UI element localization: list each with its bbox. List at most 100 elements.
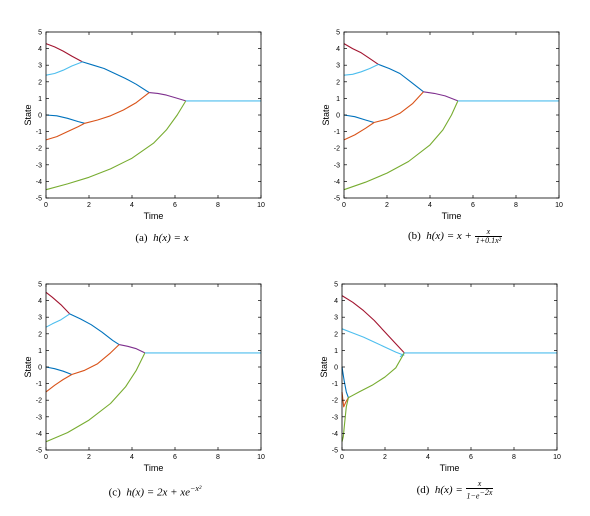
series-line-6 (343, 122, 375, 141)
x-tick-label: 10 (553, 454, 561, 461)
x-axis-label: Time (144, 463, 164, 473)
caption-d-frac-den: 1−e (466, 491, 480, 501)
y-tick-label: -3 (36, 162, 42, 169)
x-tick-label: 0 (44, 454, 48, 461)
y-tick-label: -4 (334, 179, 340, 186)
chart-a: 0 2 4 6 8 10 -5 -4 -3 -2 -1 0 1 2 3 4 5 Time State (23, 30, 265, 222)
series-line-6 (45, 374, 73, 393)
y-tick-label: 1 (38, 348, 42, 355)
caption-b-formula: h(x) = x + (426, 230, 472, 243)
y-tick-label: 5 (38, 282, 42, 289)
series-line-7 (71, 344, 120, 376)
series-line-1 (45, 291, 71, 315)
y-tick-label: -5 (332, 448, 338, 455)
x-tick-label: 0 (44, 202, 48, 209)
series-line-5 (45, 366, 72, 376)
x-tick-label: 4 (428, 202, 432, 209)
y-tick-label: -3 (36, 414, 42, 421)
series-line-5 (45, 114, 85, 124)
chart-panel-b: 0 2 4 6 8 10 -5 -4 -3 -2 -1 0 1 2 3 4 5 Time State (320, 26, 570, 231)
x-axis-label: Time (144, 211, 164, 221)
series-line-2 (343, 63, 379, 76)
plot-frame (45, 31, 262, 199)
series-line-1 (45, 43, 83, 63)
y-axis-label: State (319, 356, 329, 377)
chart-panel-c: 0 2 4 6 8 10 -5 -4 -3 -2 -1 0 1 2 3 4 5 Time State (22, 278, 272, 483)
caption-c-formula: h(x) = 2x + xe (126, 486, 191, 499)
series-group (341, 295, 557, 442)
y-tick-label: -1 (36, 381, 42, 388)
y-tick-label: -2 (334, 146, 340, 153)
y-tick-label: -4 (36, 431, 42, 438)
caption-c-label: (c) (108, 486, 121, 499)
caption-d-frac-num: x (477, 479, 482, 488)
y-tick-label: 5 (334, 282, 338, 289)
y-tick-label: -1 (36, 129, 42, 136)
caption-d-formula: h(x) = (434, 483, 463, 496)
y-tick-label: -3 (334, 162, 340, 169)
x-tick-label: 2 (385, 202, 389, 209)
series-line-4 (341, 366, 349, 398)
series-group (45, 291, 261, 443)
series-line-3 (378, 63, 424, 93)
y-axis-label: State (23, 104, 33, 125)
y-axis-label: State (23, 356, 33, 377)
caption-b-frac-den: 1+0.1x² (475, 236, 502, 245)
y-tick-label: -2 (36, 398, 42, 405)
y-tick-label: 4 (336, 46, 340, 53)
series-group (343, 43, 559, 191)
caption-a-label: (a) (135, 232, 148, 244)
y-tick-label: 2 (336, 79, 340, 86)
y-tick-label: 4 (38, 298, 42, 305)
x-tick-label: 2 (87, 454, 91, 461)
x-tick-label: 0 (342, 202, 346, 209)
caption-d-frac-den-sup: −2x (479, 488, 493, 497)
series-line-6 (45, 122, 85, 141)
y-tick-label: -5 (334, 196, 340, 203)
y-axis-label: State (321, 104, 331, 125)
y-tick-label: 3 (334, 315, 338, 322)
caption-d-fraction: x 1−e−2x (465, 479, 494, 501)
caption-c: (c) h(x) = 2x + xe−x² (50, 484, 260, 499)
series-line-2 (45, 61, 83, 76)
series-line-1 (343, 43, 379, 65)
y-tick-label: 3 (38, 63, 42, 70)
series-line-8 (45, 100, 187, 191)
series-line-4 (149, 92, 186, 102)
x-tick-label: 8 (514, 202, 518, 209)
y-tick-label: -3 (332, 414, 338, 421)
caption-b: (b) h(x) = x + x 1+0.1x² (350, 228, 560, 245)
y-tick-label: -2 (36, 146, 42, 153)
caption-d-label: (d) (416, 483, 430, 496)
plot-frame (341, 283, 558, 451)
x-tick-label: 8 (216, 454, 220, 461)
series-line-3 (82, 61, 150, 94)
x-axis-label: Time (442, 211, 462, 221)
series-group (45, 43, 261, 191)
caption-b-label: (b) (407, 230, 421, 243)
x-tick-label: 6 (173, 454, 177, 461)
x-tick-label: 6 (469, 454, 473, 461)
chart-panel-a: 0 2 4 6 8 10 -5 -4 -3 -2 -1 0 1 2 3 4 5 Time State (22, 26, 272, 231)
series-line-5 (343, 114, 375, 124)
caption-d: (d) h(x) = x 1−e−2x (350, 480, 560, 501)
x-tick-label: 6 (471, 202, 475, 209)
series-line-4 (118, 344, 146, 354)
y-tick-label: 3 (38, 315, 42, 322)
y-tick-label: -4 (36, 179, 42, 186)
y-tick-label: 5 (38, 30, 42, 37)
series-line-7 (84, 92, 150, 124)
y-tick-label: 2 (334, 331, 338, 338)
x-tick-label: 6 (173, 202, 177, 209)
y-tick-label: 1 (336, 96, 340, 103)
y-tick-label: 5 (336, 30, 340, 37)
chart-b: 0 2 4 6 8 10 -5 -4 -3 -2 -1 0 1 2 3 4 5 Time State (321, 30, 563, 222)
series-line-2 (45, 313, 71, 328)
y-tick-label: 1 (38, 96, 42, 103)
x-tick-label: 2 (87, 202, 91, 209)
caption-a: (a) h(x) = x (62, 232, 262, 244)
y-tick-label: -2 (332, 398, 338, 405)
caption-b-frac-num: x (486, 227, 491, 236)
series-line-8 (45, 352, 146, 443)
plot-frame (45, 283, 262, 451)
